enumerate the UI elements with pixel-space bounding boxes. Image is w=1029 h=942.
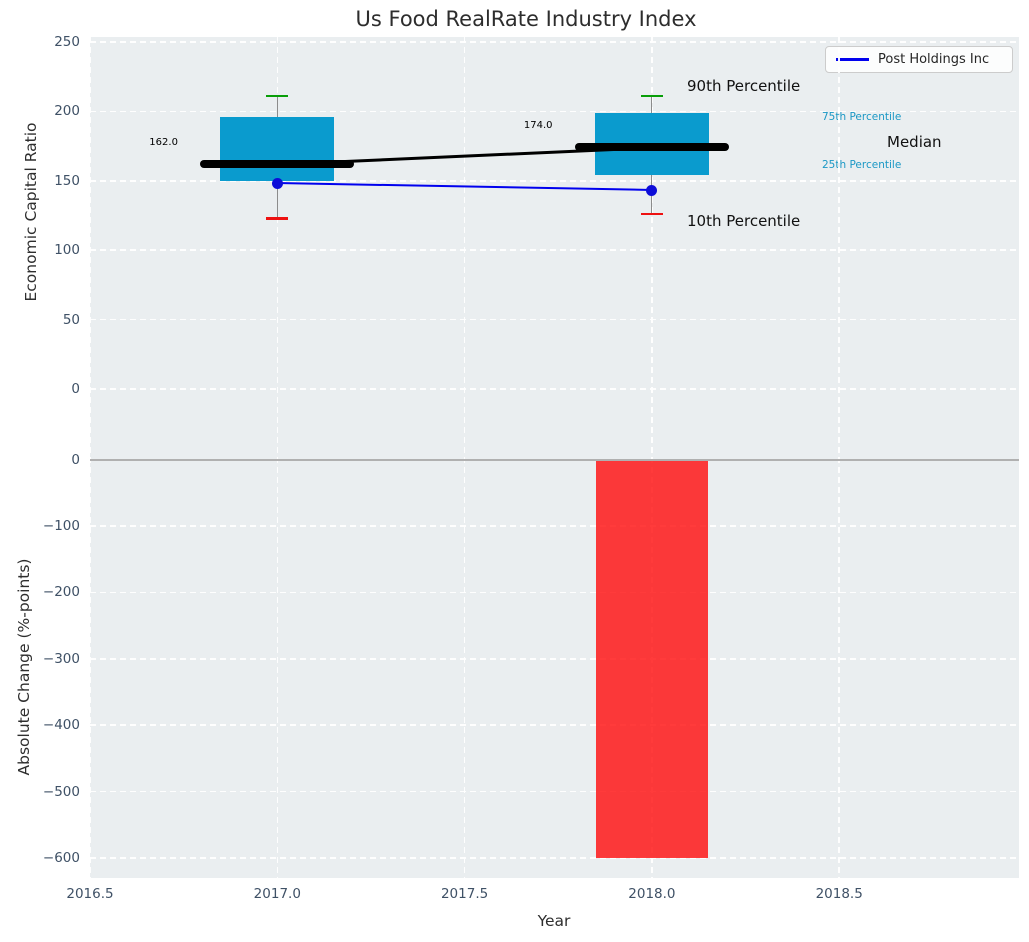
iqr-box: [220, 116, 335, 181]
gridline-x: [651, 37, 653, 878]
y-tick-label-bottom: −500: [42, 783, 80, 800]
y-tick-label-top: 50: [62, 311, 80, 328]
gridline-x: [276, 37, 279, 878]
series-point: [646, 185, 658, 197]
gridline-y-bottom: [90, 790, 1019, 793]
y-tick-label-top: 250: [54, 34, 80, 50]
y-tick-label-top: 150: [54, 172, 80, 189]
chart-title: Us Food RealRate Industry Index: [355, 7, 697, 31]
y-tick-label-top: 200: [54, 103, 80, 120]
gridline-x: [838, 37, 840, 878]
y-tick-label-top: 100: [54, 242, 80, 259]
y-axis-label-top: Economic Capital Ratio: [22, 122, 40, 302]
legend-line-swatch: [836, 58, 869, 61]
x-tick-label: 2017.5: [440, 886, 489, 902]
gridline-y-top: [90, 318, 1019, 321]
label-10th-percentile: 10th Percentile: [687, 212, 801, 230]
legend: Post Holdings Inc: [825, 46, 1013, 73]
gridline-y-bottom: [90, 857, 1019, 859]
y-tick-label-top: 0: [71, 381, 80, 397]
y-tick-label-bottom: −600: [42, 850, 80, 867]
y-tick-label-bottom: −300: [42, 650, 80, 667]
x-tick-label: 2017.0: [253, 886, 301, 902]
cap-90th: [266, 94, 289, 98]
gridline-y-bottom: [90, 591, 1019, 594]
y-tick-label-bottom: 0: [71, 451, 80, 468]
gridline-x: [463, 37, 466, 878]
median-annotation: 162.0: [149, 137, 178, 149]
cap-90th: [640, 94, 663, 98]
label-75th-percentile: 75th Percentile: [822, 111, 902, 123]
label-median: Median: [887, 133, 942, 151]
median-annotation: 174.0: [523, 120, 553, 132]
gridline-x: [90, 37, 91, 878]
cap-10th: [266, 217, 289, 220]
gridline-y-top: [90, 41, 1019, 43]
x-tick-label: 2016.5: [66, 886, 114, 902]
legend-label: Post Holdings Inc: [878, 52, 990, 67]
gridline-y-top: [90, 388, 1019, 390]
gridline-y-bottom: [90, 658, 1019, 660]
cap-10th: [640, 212, 663, 216]
series-point: [271, 178, 283, 190]
gridline-y-top: [90, 249, 1019, 251]
gridline-y-bottom: [90, 724, 1019, 726]
x-axis-label: Year: [537, 912, 571, 930]
label-25th-percentile: 25th Percentile: [822, 159, 902, 171]
x-tick-label: 2018.0: [628, 886, 676, 902]
plot-area: 90th Percentile 75th Percentile Median 2…: [90, 37, 1019, 878]
x-tick-label: 2018.5: [815, 886, 863, 902]
y-tick-label-bottom: −100: [42, 517, 80, 534]
y-tick-label-bottom: −200: [42, 584, 80, 601]
label-90th-percentile: 90th Percentile: [687, 77, 801, 95]
change-bar: [595, 460, 709, 859]
median-bar: [574, 143, 729, 152]
gridline-y-top: [90, 180, 1019, 182]
gridline-y-bottom: [90, 525, 1019, 527]
median-bar: [200, 160, 355, 169]
gridline-y-top: [90, 110, 1019, 113]
zero-line: [90, 458, 1019, 461]
y-tick-label-bottom: −400: [42, 717, 80, 734]
